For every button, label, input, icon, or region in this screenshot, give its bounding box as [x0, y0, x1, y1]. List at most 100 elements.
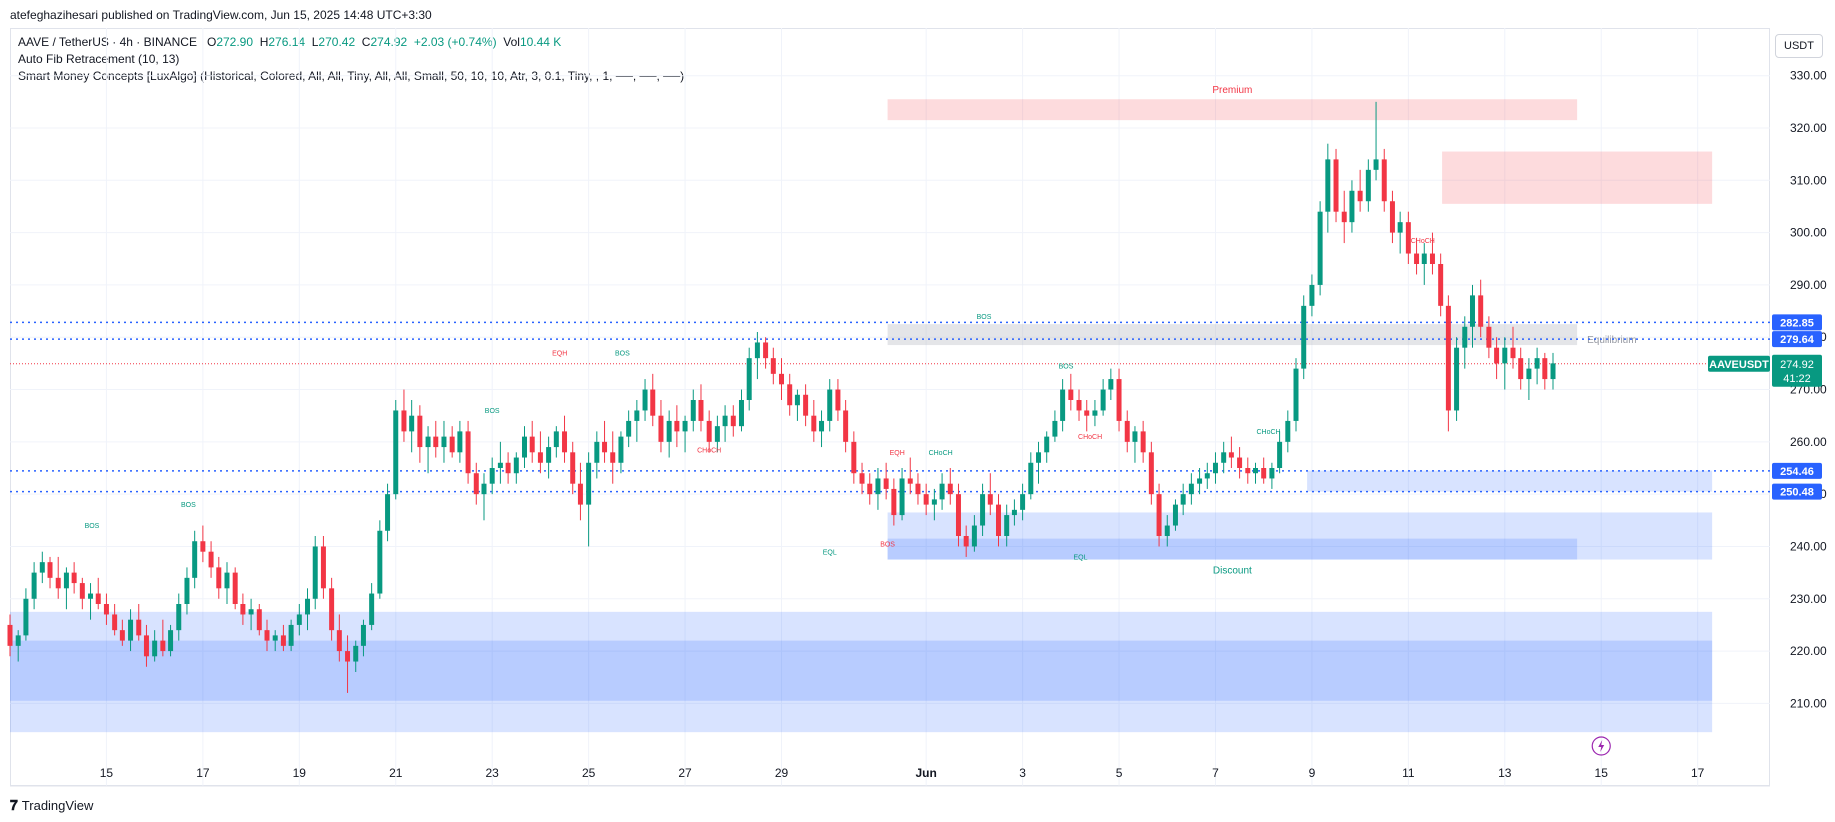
level-price-text: 250.48 [1780, 487, 1814, 499]
candle-body [88, 593, 94, 599]
candle-body [1116, 379, 1122, 421]
candle-body [1140, 431, 1146, 453]
candle-body [119, 630, 125, 641]
candle-body [1389, 201, 1395, 233]
legend-symbol[interactable]: AAVE / TetherUS · 4h · BINANCE [18, 35, 197, 49]
candle-body [417, 415, 423, 448]
smc-zone [887, 512, 1713, 560]
structure-label: EQL [823, 549, 837, 556]
level-price-text: 254.46 [1780, 466, 1814, 478]
lightning-bolt-icon [1598, 740, 1605, 752]
candle-body [296, 614, 302, 625]
candle-body [95, 593, 101, 604]
candle-body [143, 635, 149, 657]
time-axis-tick: 15 [100, 766, 114, 780]
level-price-box [1772, 331, 1822, 348]
legend-ohlc-row: AAVE / TetherUS · 4h · BINANCE O272.90 H… [18, 34, 684, 51]
candle-body [875, 478, 881, 495]
candle-body [1333, 159, 1339, 212]
candle-body [1550, 363, 1556, 380]
candle-body [546, 447, 552, 463]
time-axis-tick: 15 [1595, 766, 1609, 780]
candle-body [1124, 420, 1130, 442]
candle-body [1076, 400, 1082, 411]
candle-body [353, 645, 359, 662]
candle-body [184, 577, 190, 604]
candle-body [71, 572, 77, 584]
candle-body [513, 457, 519, 474]
candle-body [1028, 462, 1034, 495]
candle-body [1325, 159, 1331, 212]
legend-low-value: 270.42 [318, 35, 356, 49]
time-axis-tick: 17 [196, 766, 210, 780]
candle-body [1438, 264, 1444, 306]
legend-vol-label: Vol [503, 35, 520, 49]
structure-label: EQL [1073, 555, 1087, 562]
zone-label: Premium [1212, 85, 1252, 96]
structure-label: CHoCH [1411, 238, 1435, 245]
legend-close-label: C [361, 35, 371, 49]
candle-body [336, 630, 342, 652]
structure-label: CHoCH [697, 447, 721, 454]
candle-body [939, 483, 945, 500]
legend-high-value: 276.14 [268, 35, 306, 49]
symbol-price-tag [1708, 355, 1770, 372]
candle-body [1164, 525, 1170, 536]
price-axis-tick: 230.00 [1790, 592, 1827, 606]
candle-body [433, 436, 439, 448]
candle-body [690, 400, 696, 421]
smc-zone [1307, 470, 1713, 492]
candle-body [594, 441, 600, 463]
candle-body [577, 483, 583, 505]
publish-info: atefeghazihesari published on TradingVie… [10, 8, 432, 22]
last-price-text: 274.92 [1780, 359, 1814, 371]
candle-body [1510, 347, 1516, 359]
candle-body [39, 562, 45, 573]
candle-body [722, 415, 728, 427]
candle-body [1253, 468, 1258, 474]
smc-zone [887, 99, 1578, 121]
candle-body [522, 436, 527, 458]
candle-body [329, 588, 335, 631]
candle-body [610, 452, 616, 463]
legend-high-label: H [259, 35, 269, 49]
price-axis-tick: 320.00 [1790, 121, 1827, 135]
candle-body [1237, 457, 1243, 468]
time-axis-tick: Jun [915, 766, 936, 780]
candle-body [1172, 504, 1178, 526]
level-price-box [1772, 314, 1822, 331]
currency-button[interactable]: USDT [1775, 34, 1823, 58]
candle-body [1011, 509, 1017, 516]
candle-body [1060, 389, 1066, 421]
legend-vol-value: 10.44 K [519, 35, 562, 49]
structure-label: CHoCH [929, 450, 953, 457]
candle-body [529, 436, 535, 453]
legend-indicator-fib[interactable]: Auto Fib Retracement (10, 13) [18, 52, 180, 66]
level-price-text: 279.64 [1780, 334, 1815, 346]
time-axis-tick: 11 [1402, 766, 1415, 780]
candle-body [1044, 436, 1050, 453]
candle-body [1526, 368, 1532, 380]
candle-body [55, 577, 61, 589]
time-axis-tick: 5 [1116, 766, 1123, 780]
candle-body [537, 452, 543, 463]
candle-body [401, 410, 407, 432]
candle-body [1036, 452, 1042, 463]
candle-body [1212, 462, 1218, 474]
candle-body [955, 494, 961, 536]
candle-body [481, 483, 487, 495]
candle-body [1204, 473, 1210, 479]
candle-body [980, 494, 986, 526]
candle-body [803, 394, 809, 416]
candle-body [1349, 190, 1355, 223]
candle-body [1478, 295, 1484, 327]
candle-body [15, 635, 21, 646]
candle-body [1301, 305, 1307, 369]
candle-body [1228, 452, 1234, 458]
price-axis-tick: 260.00 [1790, 435, 1827, 449]
time-axis-tick: 29 [775, 766, 789, 780]
price-axis-tick: 290.00 [1790, 278, 1827, 292]
price-axis-tick: 240.00 [1790, 539, 1827, 553]
candle-body [1148, 452, 1154, 495]
